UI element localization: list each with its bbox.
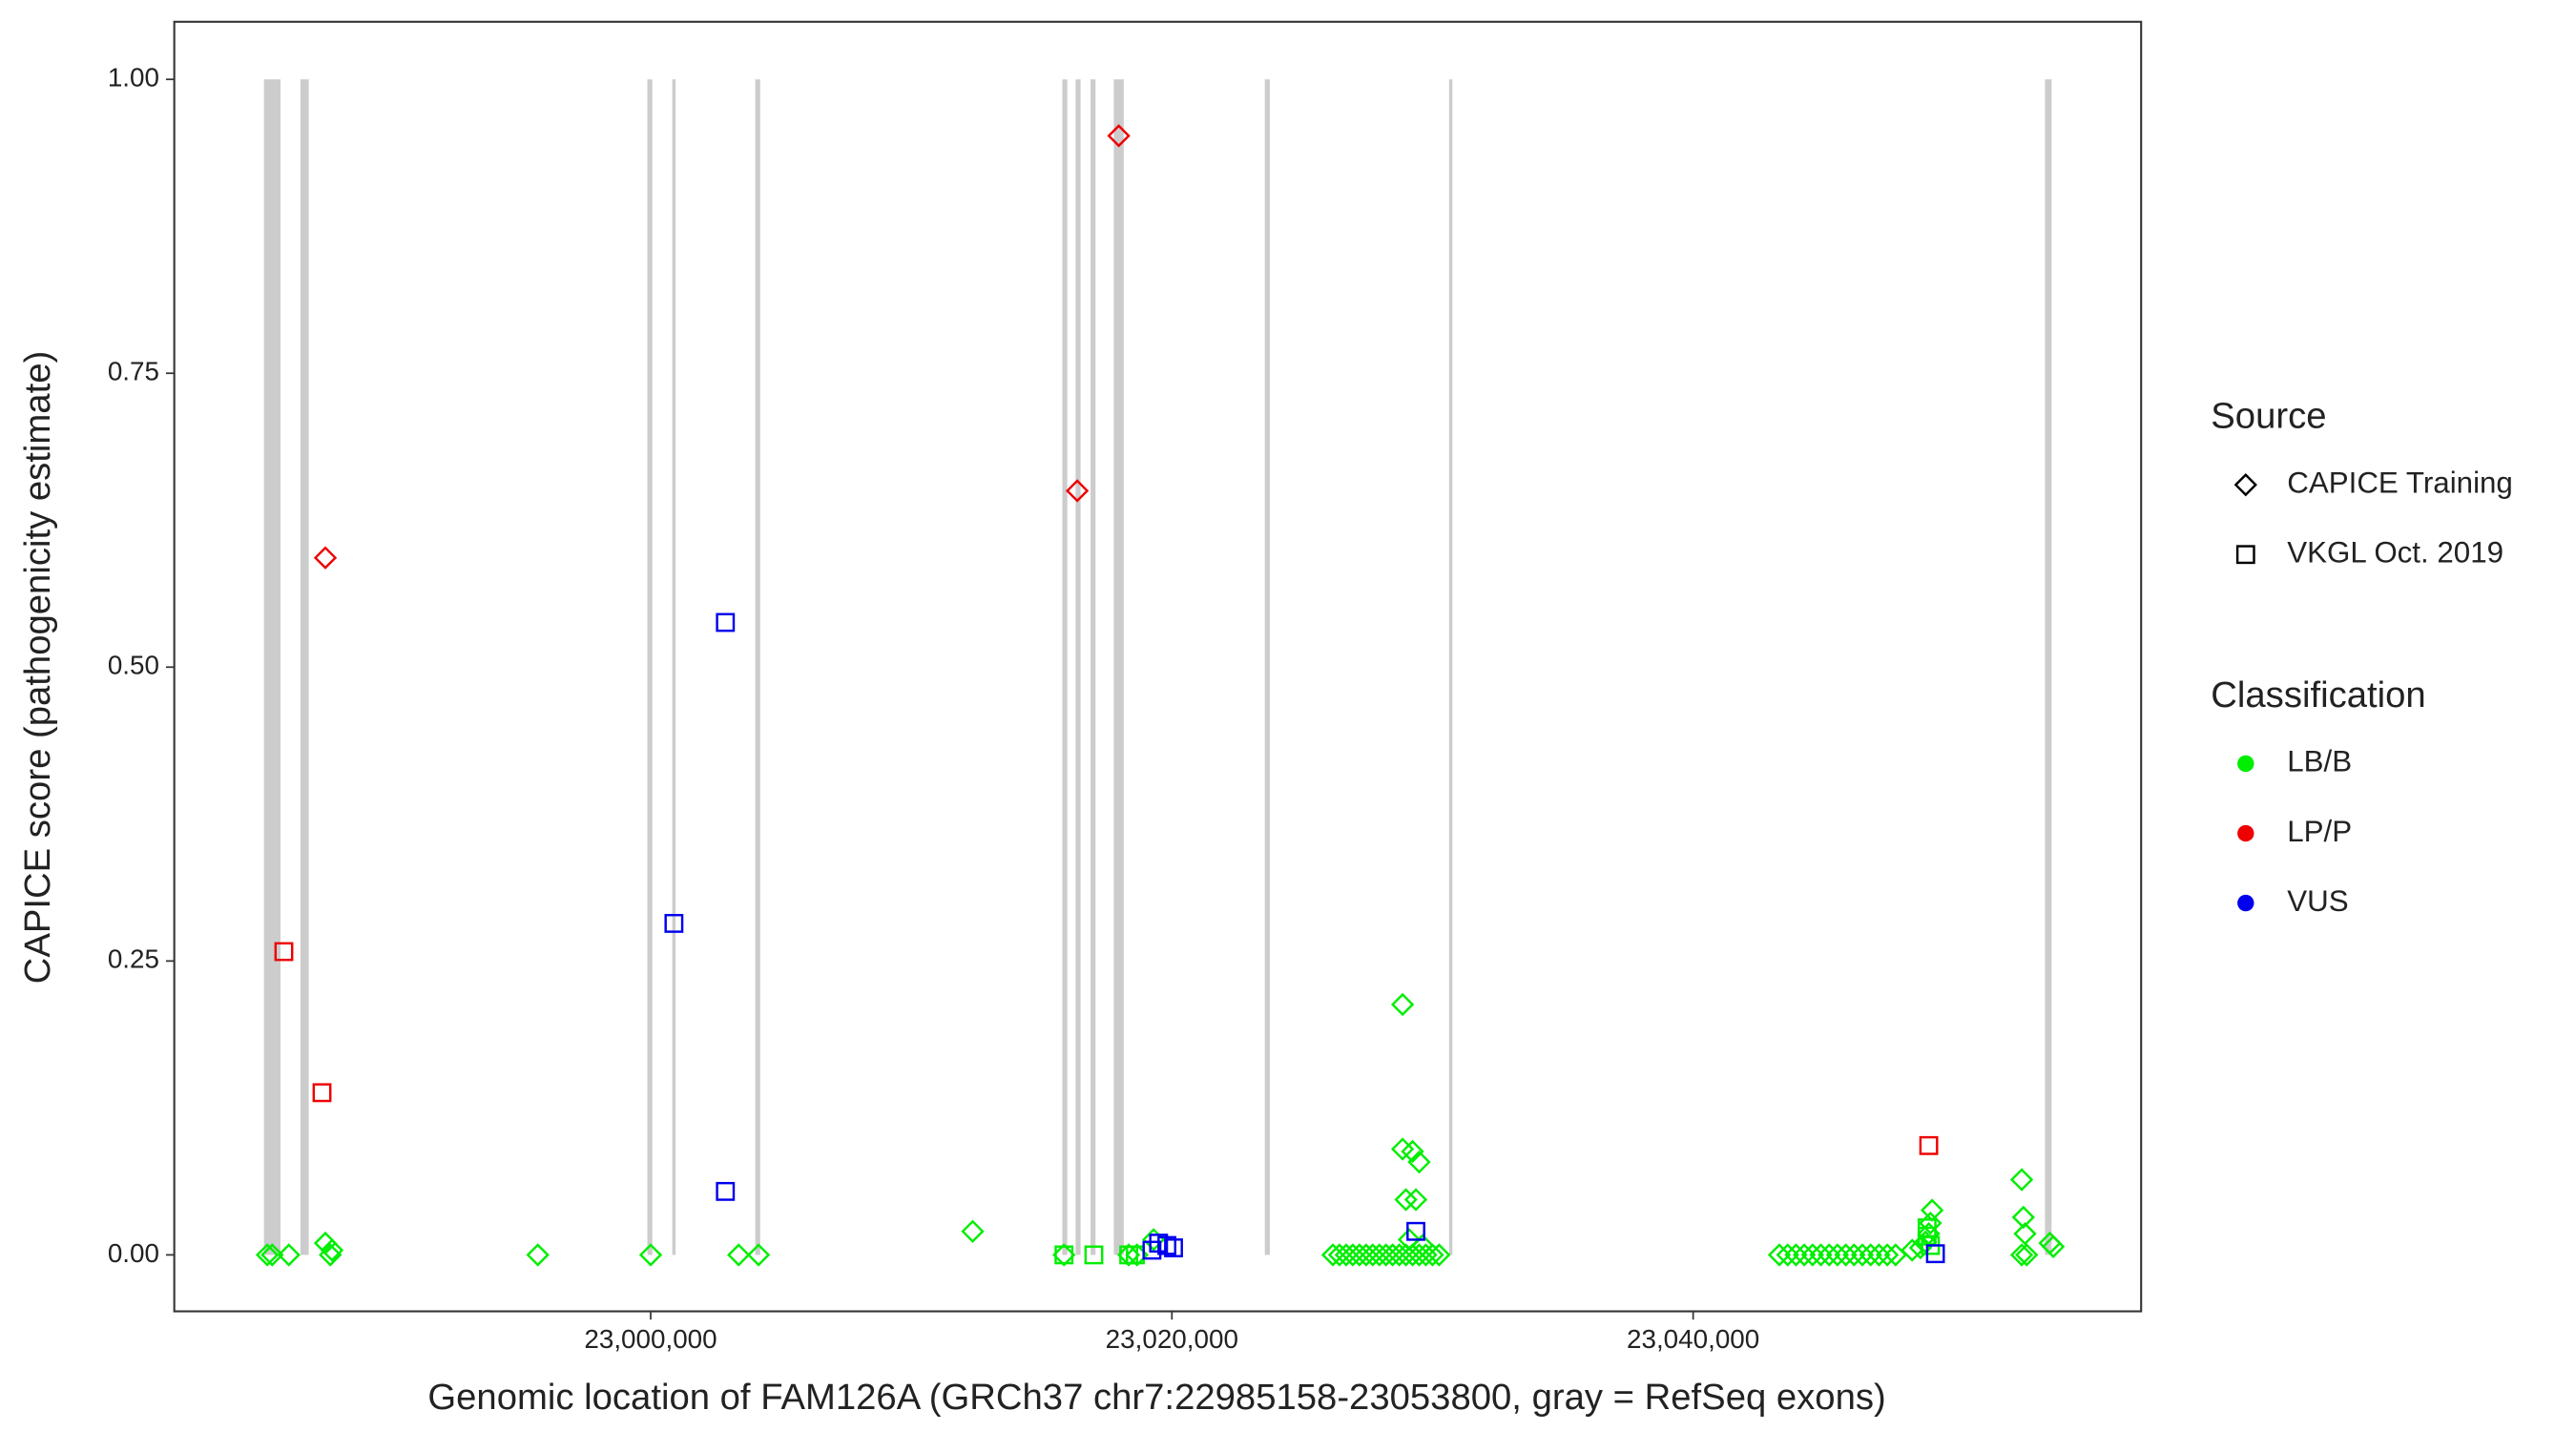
legend-label: VUS <box>2287 884 2348 918</box>
point <box>1065 479 1090 503</box>
legend-key <box>2237 755 2254 773</box>
y-tick-label: 0.75 <box>108 357 159 386</box>
exon-band <box>647 79 653 1255</box>
legend-label: CAPICE Training <box>2287 466 2513 499</box>
point <box>2009 1168 2034 1192</box>
exon-band <box>755 79 760 1255</box>
legend-key <box>2237 894 2254 912</box>
point <box>1842 1243 1866 1267</box>
point <box>1116 1243 1141 1267</box>
point <box>1784 1243 1808 1267</box>
point <box>716 612 736 633</box>
legend-key <box>2237 824 2254 842</box>
point <box>1925 1244 1945 1264</box>
exon-band <box>263 79 281 1255</box>
legend-key <box>2235 545 2255 565</box>
point <box>2009 1243 2034 1267</box>
point <box>1825 1243 1850 1267</box>
point <box>1403 1188 1428 1212</box>
x-tick-label: 23,040,000 <box>1627 1324 1759 1354</box>
point <box>2013 1222 2037 1246</box>
point <box>1397 1228 1422 1252</box>
point <box>1157 1235 1176 1255</box>
point <box>2041 1234 2066 1258</box>
exon-band <box>1448 79 1453 1255</box>
point <box>746 1243 771 1267</box>
point <box>313 546 338 570</box>
x-axis-title: Genomic location of FAM126A (GRCh37 chr7… <box>427 1377 1885 1418</box>
point <box>1809 1243 1833 1267</box>
y-tick-label: 1.00 <box>108 63 159 93</box>
legend-key <box>2233 473 2257 497</box>
exon-band <box>672 79 676 1255</box>
legend-label: LP/P <box>2287 815 2352 848</box>
exon-band <box>1264 79 1270 1255</box>
exon-band <box>1075 79 1081 1255</box>
point <box>274 942 294 962</box>
exon-band <box>2045 79 2052 1255</box>
point <box>1410 1234 1435 1257</box>
x-tick-label: 23,000,000 <box>584 1324 717 1354</box>
point <box>1107 124 1131 148</box>
point <box>1875 1243 1900 1267</box>
point <box>277 1243 301 1267</box>
y-tick-label: 0.50 <box>108 651 159 680</box>
point <box>1401 1139 1424 1164</box>
point <box>1834 1243 1858 1267</box>
point <box>1776 1243 1799 1267</box>
point <box>961 1219 985 1243</box>
point <box>1919 1135 1939 1155</box>
legend-title: Classification <box>2211 674 2425 716</box>
point <box>1142 1240 1162 1260</box>
point <box>1850 1243 1875 1267</box>
point <box>1818 1243 1841 1267</box>
point <box>1394 1188 1418 1212</box>
exon-band <box>1062 79 1068 1255</box>
point <box>255 1243 280 1267</box>
point <box>1792 1243 1817 1267</box>
point <box>1390 992 1415 1017</box>
point <box>2011 1205 2035 1230</box>
point <box>1164 1238 1183 1257</box>
point <box>1427 1243 1451 1267</box>
legend-title: Source <box>2211 396 2326 437</box>
point <box>638 1243 663 1267</box>
point <box>716 1181 736 1201</box>
point <box>526 1243 550 1267</box>
point <box>1052 1243 1076 1267</box>
point <box>1800 1243 1824 1267</box>
point <box>1867 1243 1891 1267</box>
point <box>1767 1243 1792 1267</box>
point <box>1084 1245 1104 1265</box>
legend-label: VKGL Oct. 2019 <box>2287 536 2503 570</box>
x-tick-label: 23,020,000 <box>1106 1324 1238 1354</box>
exon-band <box>1091 79 1096 1255</box>
exon-band <box>1113 79 1124 1255</box>
panel-border <box>173 20 2143 1313</box>
y-tick-label: 0.00 <box>108 1238 159 1268</box>
point <box>312 1083 332 1103</box>
point <box>1054 1245 1074 1265</box>
exon-band <box>300 79 309 1255</box>
y-tick-label: 0.25 <box>108 944 159 974</box>
point <box>1406 1221 1425 1241</box>
point <box>1901 1238 1924 1262</box>
legend-label: LB/B <box>2287 745 2352 778</box>
point <box>2015 1243 2039 1267</box>
point <box>320 1238 344 1262</box>
point <box>1407 1150 1431 1174</box>
point <box>727 1243 751 1267</box>
point <box>260 1243 284 1267</box>
point <box>664 914 684 933</box>
point <box>1859 1243 1882 1267</box>
y-axis-title: CAPICE score (pathogenicity estimate) <box>17 351 58 985</box>
